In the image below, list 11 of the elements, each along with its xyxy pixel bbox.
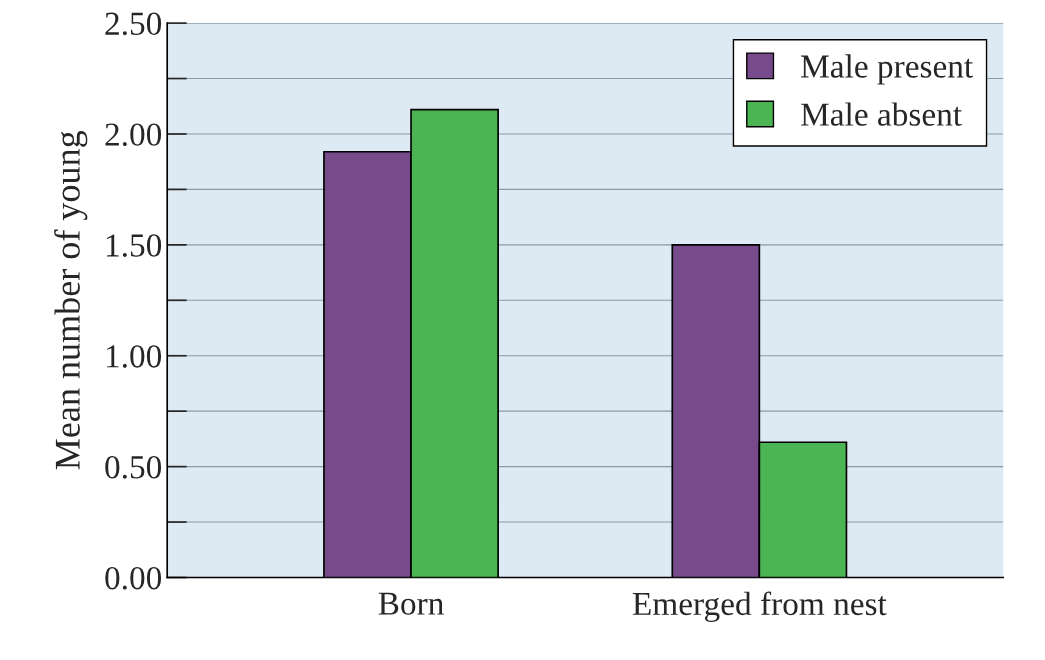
x-tick-label: Emerged from nest bbox=[632, 591, 887, 623]
y-tick-label: 0.00 bbox=[105, 566, 162, 590]
y-tick-label: 2.00 bbox=[105, 123, 162, 147]
x-tick-label: Born bbox=[378, 592, 444, 615]
y-tick-label: 1.50 bbox=[106, 234, 162, 257]
y-tick-label: 2.50 bbox=[105, 12, 162, 36]
legend-label: Male present bbox=[801, 54, 973, 85]
legend-label: Male absent bbox=[801, 102, 962, 126]
y-axis-title: Mean number of young bbox=[54, 131, 88, 470]
y-tick-label: 0.50 bbox=[105, 456, 162, 479]
y-tick-label: 1.00 bbox=[106, 345, 162, 368]
